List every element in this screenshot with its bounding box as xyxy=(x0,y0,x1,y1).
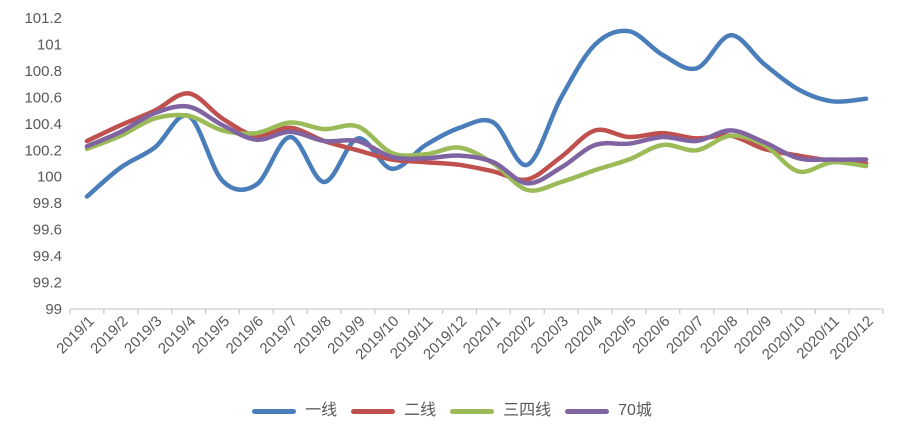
y-tick-label: 99 xyxy=(45,301,62,318)
legend-swatch-icon xyxy=(565,408,610,414)
x-tick-label: 2020/5 xyxy=(595,313,639,357)
series-line-一线 xyxy=(84,28,869,199)
legend-item-一线: 一线 xyxy=(252,403,337,419)
x-tick-label: 2019/6 xyxy=(223,313,267,357)
x-tick-label: 2020/6 xyxy=(629,313,673,357)
legend-item-70城: 70城 xyxy=(565,403,652,419)
y-tick-label: 99.4 xyxy=(33,248,62,265)
x-tick-label: 2020/4 xyxy=(561,313,605,357)
legend-label: 一线 xyxy=(305,402,338,419)
x-tick-label: 2019/8 xyxy=(290,313,334,357)
y-tick-label: 101 xyxy=(37,36,62,53)
legend-label: 70城 xyxy=(618,402,652,419)
legend-swatch-icon xyxy=(450,408,495,414)
x-tick-label: 2019/4 xyxy=(155,313,199,357)
series-line-三四线 xyxy=(84,112,869,193)
x-tick-label: 2019/7 xyxy=(257,313,301,357)
x-tick-label: 2020/2 xyxy=(494,313,538,357)
x-tick-label: 2020/8 xyxy=(697,313,741,357)
x-tick-label: 2020/7 xyxy=(663,313,707,357)
legend-label: 三四线 xyxy=(503,402,552,419)
x-tick-label: 2020/1 xyxy=(460,313,504,357)
legend-swatch-icon xyxy=(351,408,396,414)
x-tick-label: 2019/3 xyxy=(121,313,165,357)
y-tick-label: 99.6 xyxy=(33,222,62,239)
y-tick-label: 100 xyxy=(37,169,62,186)
y-tick-label: 100.8 xyxy=(24,63,62,80)
y-tick-label: 101.2 xyxy=(24,10,62,27)
y-tick-label: 100.6 xyxy=(24,89,62,106)
plot-area: 101.2 101 100.8 100.6 100.4 100.2 100 99.8 99.6 9… xyxy=(24,10,884,363)
legend-item-三四线: 三四线 xyxy=(450,403,551,419)
x-tick-label: 2020/3 xyxy=(528,313,572,357)
y-tick-label: 99.8 xyxy=(33,195,62,212)
legend-item-二线: 二线 xyxy=(351,403,436,419)
y-tick-label: 100.4 xyxy=(24,116,62,133)
x-tick-label: 2019/5 xyxy=(189,313,233,357)
y-tick-label: 100.2 xyxy=(24,142,62,159)
legend-swatch-icon xyxy=(252,408,297,414)
series-line-70城 xyxy=(84,103,869,186)
x-tick-label: 2019/1 xyxy=(53,313,97,357)
chart-legend: 一线 二线 三四线 70城 xyxy=(0,403,904,419)
x-tick-label: 2019/2 xyxy=(87,313,131,357)
y-tick-label: 99.2 xyxy=(33,275,62,292)
legend-label: 二线 xyxy=(404,402,437,419)
